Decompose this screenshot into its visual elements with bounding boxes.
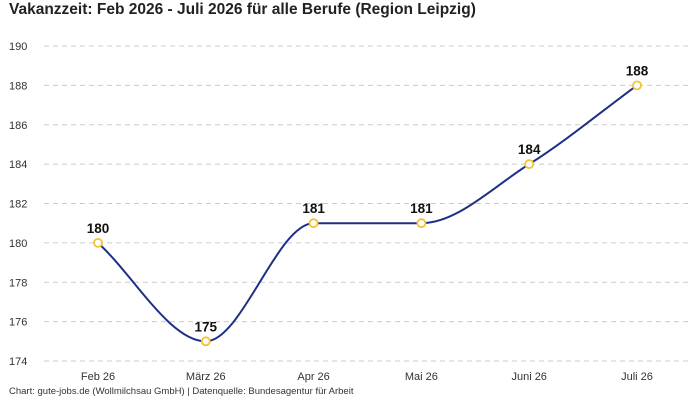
chart-source-footer: Chart: gute-jobs.de (Wollmilchsau GmbH) … [9, 386, 354, 397]
y-tick-label: 174 [9, 356, 27, 368]
y-tick-label: 178 [9, 277, 27, 289]
data-label: 181 [302, 201, 325, 216]
data-point [632, 80, 642, 91]
y-tick-label: 182 [9, 199, 27, 211]
y-tick-label: 184 [9, 159, 27, 171]
data-markers [93, 80, 642, 347]
grid-lines [44, 45, 692, 362]
series-line-group [97, 84, 638, 343]
y-tick-label: 176 [9, 317, 27, 329]
x-tick-label: Juli 26 [621, 371, 653, 383]
x-tick-label: Juni 26 [511, 371, 546, 383]
x-tick-label: Feb 26 [81, 371, 115, 383]
data-label: 188 [626, 63, 649, 78]
data-point [93, 237, 103, 248]
y-axis-ticks: 174 176 178 180 182 184 186 188 190 [9, 41, 27, 368]
data-point [308, 218, 319, 229]
data-label: 184 [518, 142, 541, 157]
x-tick-label: Mai 26 [405, 371, 438, 383]
x-tick-label: März 26 [186, 371, 226, 383]
data-label: 175 [195, 319, 218, 334]
y-tick-label: 190 [9, 41, 27, 53]
x-tick-label: Apr 26 [297, 371, 329, 383]
chart-title: Vakanzzeit: Feb 2026 - Juli 2026 für all… [9, 1, 476, 18]
data-point [416, 218, 427, 229]
y-tick-label: 186 [9, 120, 27, 132]
series-line [97, 84, 638, 343]
data-label: 181 [410, 201, 433, 216]
x-axis-ticks: Feb 26 März 26 Apr 26 Mai 26 Juni 26 Juli 26 [81, 371, 653, 383]
y-tick-label: 188 [9, 80, 27, 92]
data-label: 180 [87, 221, 110, 236]
data-labels: 180 175 181 181 184 188 [87, 63, 649, 334]
y-tick-label: 180 [9, 238, 27, 250]
data-point [524, 159, 535, 170]
data-point [200, 336, 211, 347]
